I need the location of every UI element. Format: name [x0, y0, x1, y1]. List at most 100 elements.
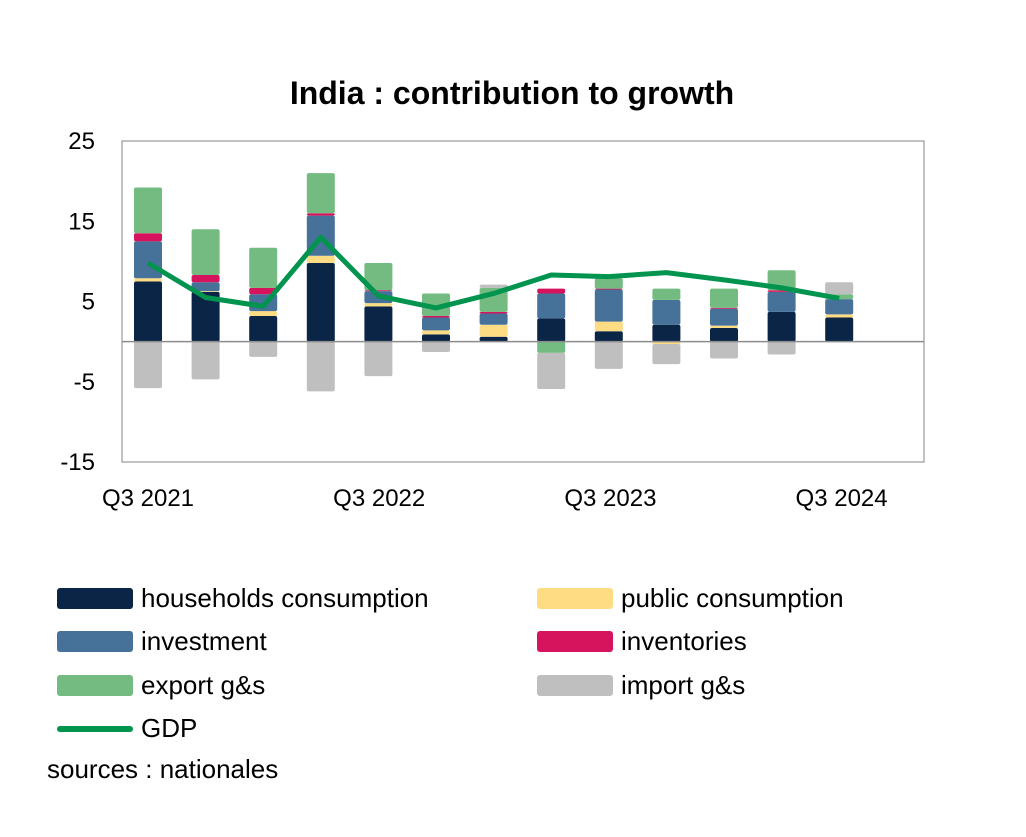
bar-export-g-s	[537, 341, 566, 353]
bar-public-consumption	[594, 321, 623, 332]
bar-import-g-s	[249, 341, 278, 357]
bar-import-g-s	[191, 341, 220, 380]
bar-households-consumption	[479, 336, 508, 342]
legend-swatch	[57, 588, 133, 609]
y-tick-label: 15	[68, 208, 95, 235]
gdp-line	[146, 234, 840, 311]
legend-inventories: inventories	[537, 626, 747, 657]
bar-import-g-s	[710, 341, 738, 359]
bar-households-consumption	[249, 315, 278, 342]
bar-export-g-s	[594, 278, 623, 289]
bar-inventories	[249, 287, 278, 295]
bar-public-consumption	[825, 314, 854, 318]
bar-import-g-s	[134, 341, 162, 389]
y-tick-label: -15	[60, 449, 95, 476]
bar-households-consumption	[306, 262, 335, 342]
x-tick-label: Q3 2021	[102, 485, 194, 512]
chart: India : contribution to growth 25 15 5 -5 -1…	[60, 75, 925, 512]
bar-export-g-s	[191, 229, 220, 276]
legend-gdp: GDP	[57, 713, 197, 744]
bar-households-consumption	[710, 327, 738, 342]
x-tick-label: Q3 2022	[333, 485, 425, 512]
bar-investment	[767, 291, 796, 312]
bar-inventories	[710, 307, 738, 309]
bar-public-consumption	[479, 324, 508, 337]
bar-inventories	[191, 275, 220, 283]
bar-import-g-s	[594, 341, 623, 369]
bar-public-consumption	[249, 311, 278, 316]
legend-swatch	[57, 675, 133, 696]
bar-investment	[537, 293, 566, 319]
bar-households-consumption	[825, 317, 854, 342]
bar-export-g-s	[364, 262, 393, 291]
bar-households-consumption	[767, 311, 796, 342]
bar-households-consumption	[537, 318, 566, 342]
legend-investment: investment	[57, 626, 267, 657]
bar-export-g-s	[134, 187, 162, 234]
legend-swatch	[537, 588, 613, 609]
bar-inventories	[594, 288, 623, 290]
legend-label: import g&s	[621, 670, 746, 700]
bar-import-g-s	[364, 341, 393, 377]
bar-households-consumption	[364, 306, 393, 342]
y-tick-label: 5	[82, 289, 95, 316]
legend-label: export g&s	[141, 670, 266, 700]
legend-label: inventories	[621, 626, 747, 656]
bar-import-g-s	[652, 344, 681, 365]
legend-import: import g&s	[537, 670, 745, 701]
legend-swatch	[57, 631, 133, 652]
bar-export-g-s	[422, 293, 450, 316]
bar-investment	[594, 289, 623, 322]
bar-public-consumption	[306, 255, 335, 263]
bar-investment	[652, 299, 681, 325]
legend-label: GDP	[141, 713, 198, 743]
bar-import-g-s	[306, 341, 335, 392]
bar-import-g-s	[767, 341, 796, 355]
legend-line	[57, 725, 133, 732]
legend-swatch	[537, 675, 613, 696]
bar-investment	[134, 241, 162, 279]
bar-inventories	[364, 290, 393, 292]
bar-households-consumption	[594, 331, 623, 342]
y-tick-label: -5	[74, 369, 95, 396]
bar-public-consumption	[364, 303, 393, 307]
bar-inventories	[537, 288, 566, 294]
bar-export-g-s	[710, 288, 738, 308]
bar-inventories	[422, 315, 450, 318]
chart-title: India : contribution to growth	[290, 75, 734, 111]
bar-import-g-s	[479, 284, 508, 288]
legend-swatch	[537, 631, 613, 652]
bar-import-g-s	[422, 341, 450, 353]
bar-investment	[422, 317, 450, 331]
bar-export-g-s	[306, 173, 335, 214]
bar-households-consumption	[134, 281, 162, 342]
x-tick-label: Q3 2023	[564, 485, 656, 512]
bar-households-consumption	[652, 324, 681, 342]
legend-households: households consumption	[57, 583, 429, 614]
bar-public-consumption	[710, 325, 738, 328]
source-note: sources : nationales	[47, 754, 279, 784]
bar-investment	[710, 308, 738, 326]
legend-label: investment	[141, 626, 267, 656]
legend-export: export g&s	[57, 670, 265, 701]
bar-public-consumption	[134, 278, 162, 282]
bar-export-g-s	[652, 288, 681, 300]
bar-export-g-s	[249, 247, 278, 288]
bar-inventories	[134, 233, 162, 242]
plot-area	[121, 140, 925, 463]
bar-investment	[825, 299, 854, 315]
x-tick-label: Q3 2024	[796, 485, 888, 512]
bar-investment	[479, 313, 508, 325]
bar-import-g-s	[825, 282, 854, 295]
legend-label: public consumption	[621, 583, 844, 613]
bar-inventories	[479, 311, 508, 314]
bar-inventories	[306, 213, 335, 216]
legend-public: public consumption	[537, 583, 844, 614]
y-tick-label: 25	[68, 128, 95, 155]
bar-households-consumption	[422, 334, 450, 342]
legend-label: households consumption	[141, 583, 429, 613]
bar-public-consumption	[422, 330, 450, 335]
bar-import-g-s	[537, 352, 566, 389]
bar-investment	[191, 282, 220, 292]
bar-households-consumption	[191, 291, 220, 342]
